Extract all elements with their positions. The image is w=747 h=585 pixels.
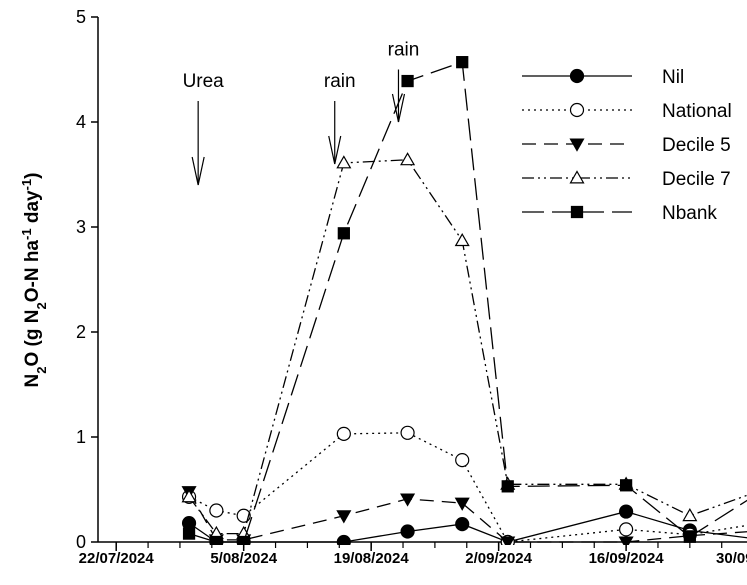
series-line [188,491,747,543]
y-axis-label-part: O (g N [22,310,43,367]
data-point [619,479,633,492]
y-axis-label-part: ) [22,173,43,179]
legend-marker [569,68,585,84]
data-point [209,503,224,518]
y-axis-label-part: 2 [34,302,49,309]
data-point [456,56,469,69]
y-tick-label: 1 [76,427,86,447]
data-point [500,536,516,545]
legend-entry: Decile 7 [522,169,731,190]
data-point [181,489,197,503]
y-tick-label: 5 [76,7,86,27]
y-axis-label-part: 2 [34,367,49,374]
x-tick-label: 30/09/2024 [716,550,747,567]
annotation-arrow-head [191,156,205,186]
annotation-arrow-head [328,135,342,165]
data-point [400,425,415,440]
y-axis-label: N2O (g N2O-N ha-1 day-1) [19,173,49,388]
data-point [682,508,698,522]
legend-entry: Decile 5 [522,135,731,156]
data-point [237,535,250,545]
legend-entry: National [522,101,732,122]
legend-label: Nil [662,67,684,88]
axes: 0 1 2 3 4 5 22/07/2024 5/08/2024 19/08/2024 2/09/… [76,7,747,567]
data-point [455,453,470,468]
x-tick-label: 19/08/2024 [334,550,410,567]
data-point [336,426,351,441]
y-axis-label-part: O-N ha [22,240,43,303]
x-tick-label: 22/07/2024 [79,550,155,567]
data-point [400,152,416,166]
data-point [619,504,634,519]
legend-label: Decile 7 [662,169,731,190]
series-layer [181,56,747,545]
y-axis-label-text: N2O (g N2O-N ha-1 day-1) [19,173,49,388]
series-nbank [182,56,747,545]
y-axis-label-part: N [22,374,43,388]
series-line [188,61,747,543]
x-tick-label: 16/09/2024 [589,550,665,567]
data-point [336,510,352,524]
series-decile-7 [181,152,747,540]
legend-marker [570,205,584,219]
legend-marker [569,170,585,184]
legend: Nil National Decile 5 Decile 7 Nbank [522,67,732,224]
data-point [336,534,351,545]
data-point [618,536,634,545]
data-point [683,530,696,543]
data-point [400,493,416,507]
legend-marker [569,138,585,152]
annotation-label: rain [324,71,356,92]
data-point [236,508,251,523]
y-tick-label: 2 [76,322,86,342]
y-tick-label: 3 [76,217,86,237]
legend-label: National [662,101,732,122]
series-line [188,159,747,535]
annotation-label: rain [388,40,420,61]
data-point [400,524,415,539]
annotations: Urea rain rain [183,40,420,186]
data-point [182,527,196,540]
data-point [501,480,514,493]
data-point [619,522,634,537]
annotation-label: Urea [183,71,225,92]
data-point [454,497,470,511]
y-axis-label-part: day [22,190,43,228]
legend-label: Nbank [662,203,717,224]
annotation-arrow-head [391,93,406,123]
y-tick-label: 0 [76,532,86,552]
data-point [454,232,470,247]
legend-entry: Nil [522,67,684,88]
legend-marker [569,102,585,118]
y-tick-label: 4 [76,112,86,132]
data-point [210,535,223,545]
legend-label: Decile 5 [662,135,731,156]
x-tick-label: 5/08/2024 [210,550,277,567]
data-point [401,74,414,88]
data-point [337,227,350,240]
y-axis-label-part: -1 [19,228,34,240]
y-axis-label-part: -1 [19,179,34,191]
data-point [336,155,352,169]
data-point [455,517,470,532]
legend-entry: Nbank [522,203,717,224]
x-tick-label: 2/09/2024 [465,550,532,567]
